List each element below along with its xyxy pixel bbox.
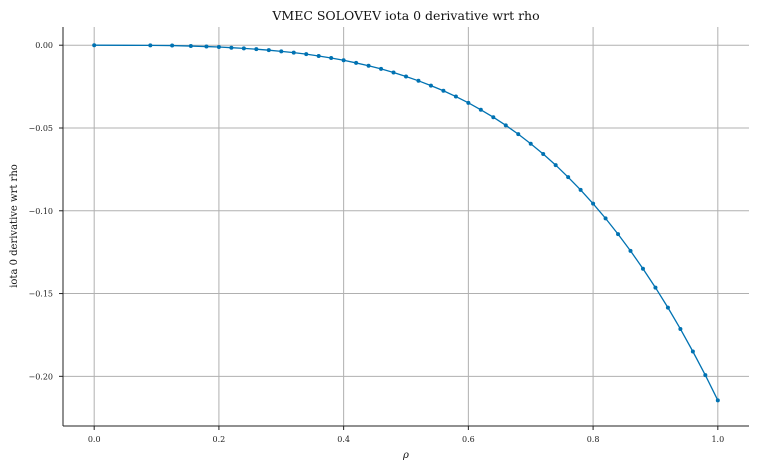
data-point	[416, 78, 421, 83]
data-point	[453, 94, 458, 99]
data-point	[715, 398, 720, 403]
data-point	[266, 48, 271, 53]
data-point	[148, 43, 153, 48]
y-axis-label: iota 0 derivative wrt rho	[9, 164, 20, 288]
data-point	[578, 187, 583, 192]
y-ticks: 0.00 −0.05 −0.10 −0.15 −0.20	[28, 41, 63, 381]
y-tick-label: −0.10	[28, 207, 53, 216]
x-tick-label: 0.8	[587, 435, 600, 444]
data-point	[516, 132, 521, 137]
data-point	[304, 52, 309, 57]
data-point	[603, 216, 608, 221]
data-point	[316, 53, 321, 58]
series-group	[92, 43, 720, 403]
data-point	[678, 326, 683, 331]
x-tick-label: 1.0	[711, 435, 724, 444]
data-point	[379, 66, 384, 71]
data-point	[553, 163, 558, 168]
data-point	[170, 43, 175, 48]
x-axis-label: ρ	[402, 450, 409, 461]
x-tick-label: 0.6	[462, 435, 475, 444]
data-point	[665, 305, 670, 310]
data-point	[229, 45, 234, 50]
data-point	[366, 63, 371, 68]
data-point	[216, 45, 221, 50]
x-tick-label: 0.4	[337, 435, 350, 444]
data-point	[478, 107, 483, 112]
chart-title: VMEC SOLOVEV iota 0 derivative wrt rho	[271, 8, 539, 23]
data-point	[628, 248, 633, 253]
data-point	[291, 50, 296, 55]
x-tick-label: 0.2	[213, 435, 226, 444]
x-tick-label: 0.0	[88, 435, 101, 444]
data-point	[491, 115, 496, 120]
data-point	[254, 47, 259, 52]
data-point	[653, 285, 658, 290]
data-point	[204, 44, 209, 49]
data-point	[566, 175, 571, 180]
data-point	[703, 373, 708, 378]
y-tick-label: −0.05	[28, 124, 53, 133]
data-point	[241, 46, 246, 51]
data-point	[428, 83, 433, 88]
data-point	[441, 88, 446, 93]
data-point	[503, 123, 508, 128]
data-point	[591, 201, 596, 206]
data-point	[354, 60, 359, 65]
data-point	[341, 58, 346, 63]
data-point	[690, 349, 695, 354]
data-point	[466, 100, 471, 105]
data-point	[640, 266, 645, 271]
data-point	[616, 232, 621, 237]
data-point	[541, 151, 546, 156]
grid	[63, 27, 749, 426]
data-point	[188, 44, 193, 49]
data-point	[404, 74, 408, 79]
data-point	[92, 43, 97, 48]
y-tick-label: −0.20	[28, 372, 53, 381]
series-line	[94, 44, 719, 401]
x-ticks: 0.0 0.2 0.4 0.6 0.8 1.0	[88, 426, 724, 444]
data-point	[528, 141, 533, 146]
y-tick-label: −0.15	[28, 290, 53, 299]
data-point	[329, 55, 334, 60]
data-point	[391, 70, 396, 75]
data-point	[279, 49, 284, 54]
y-tick-label: 0.00	[35, 41, 53, 50]
